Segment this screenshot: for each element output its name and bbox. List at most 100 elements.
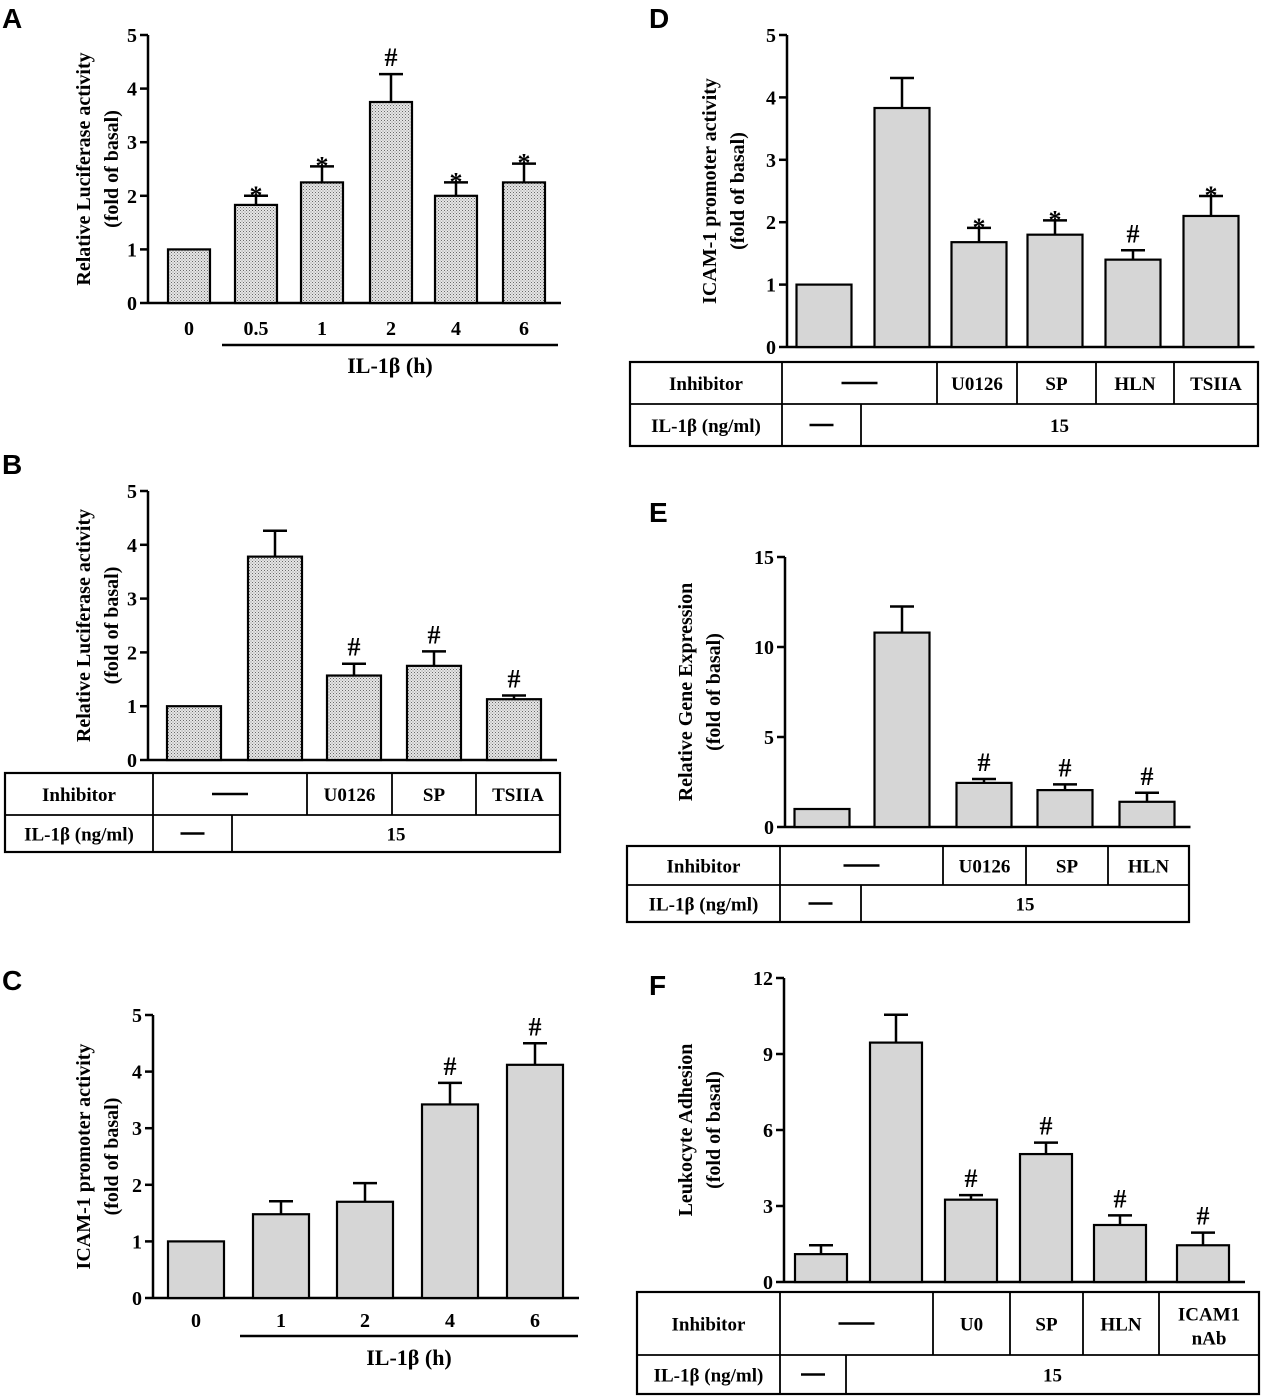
y-tick-label: 5	[766, 25, 776, 47]
panel-letter: D	[649, 3, 669, 34]
x-tick-label: 2	[360, 1310, 370, 1332]
significance-hash: #	[965, 1164, 978, 1193]
significance-hash: #	[1114, 1184, 1127, 1213]
bar	[793, 807, 851, 829]
table-cell-inhibitor: HLN	[1128, 857, 1169, 878]
bar	[943, 1198, 999, 1284]
significance-hash: #	[428, 620, 441, 649]
table-cell-inhibitor: U0126	[324, 785, 376, 806]
x-tick-label: 0	[184, 318, 194, 340]
panel-letter: F	[649, 970, 666, 1001]
y-tick-label: 15	[754, 547, 774, 569]
table-cell-inhibitor: SP	[1035, 1315, 1058, 1336]
y-tick-label: 3	[132, 1118, 142, 1140]
y-tick-label: 1	[127, 239, 137, 261]
y-tick-label: 4	[766, 87, 776, 109]
panel-c: C 0 1 2 3 4 5 ICAM-1 promoter activity (fold of …	[2, 965, 579, 1370]
y-tick-label: 3	[127, 589, 137, 611]
bar	[325, 674, 383, 762]
y-axis-label-unit: (fold of basal)	[703, 1071, 725, 1189]
y-axis-label: Relative Luciferase activity	[73, 509, 95, 742]
y-tick-label: 4	[127, 535, 137, 557]
y-tick-label: 3	[766, 150, 776, 172]
table-cell-inhibitor: SP	[1045, 374, 1068, 395]
table-cell-dose: 15	[1050, 416, 1069, 437]
significance-hash: #	[508, 664, 521, 693]
treatment-table: Inhibitor IL-1β (ng/ml) U0 SP HLN ICAM1 nAb 15	[635, 1290, 1261, 1396]
y-tick-label: 1	[132, 1231, 142, 1253]
bar	[501, 181, 547, 305]
y-axis-label-unit: (fold of basal)	[727, 132, 749, 250]
y-axis-label-unit: (fold of basal)	[101, 567, 123, 685]
treatment-table: Inhibitor IL-1β (ng/ml) U0126 SP TSIIA 15	[3, 771, 562, 854]
x-tick-label: 4	[451, 318, 461, 340]
x-tick-label: 1	[276, 1310, 286, 1332]
x-axis-title: IL-1β (h)	[347, 353, 433, 378]
panel-a: A 0 1 2 3 4 5 Relative Luciferase activity (fold…	[2, 3, 561, 378]
y-tick-label: 4	[127, 79, 137, 101]
y-axis-label: ICAM-1 promoter activity	[699, 78, 721, 304]
bar	[1104, 258, 1162, 349]
bar	[1018, 1152, 1074, 1284]
table-cell-dose: 15	[1043, 1366, 1062, 1387]
bar	[1182, 214, 1240, 349]
panel-d: D 0 1 2 3 4 5 ICAM-1 promoter activity (fold of …	[628, 3, 1260, 448]
bar	[868, 1041, 924, 1284]
table-cell-inhibitor: U0126	[951, 374, 1003, 395]
bar	[166, 1240, 226, 1300]
significance-hash: #	[444, 1052, 457, 1081]
significance-asterisk: *	[316, 151, 329, 180]
y-axis-label: Relative Luciferase activity	[73, 52, 95, 285]
panel-b: B 0 1 2 3 4 5 Relative Luciferase activity (fold…	[2, 449, 562, 854]
y-tick-label: 12	[753, 968, 773, 990]
table-row-label-inhibitor: Inhibitor	[669, 374, 743, 395]
bar	[1026, 233, 1084, 349]
table-cell-inhibitor: U0126	[959, 857, 1011, 878]
y-tick-label: 2	[127, 642, 137, 664]
y-tick-label: 10	[754, 637, 774, 659]
y-tick-label: 0	[132, 1288, 142, 1310]
y-tick-label: 0	[763, 1272, 773, 1294]
table-cell-inhibitor: nAb	[1192, 1329, 1227, 1350]
bar	[1036, 788, 1094, 829]
bar	[246, 555, 304, 762]
bar	[793, 1253, 849, 1284]
x-axis-title: IL-1β (h)	[366, 1345, 452, 1370]
y-tick-label: 9	[763, 1044, 773, 1066]
significance-hash: #	[1059, 753, 1072, 782]
significance-asterisk: *	[450, 167, 463, 196]
panel-e: E 0 5 10 15 Relative Gene Expression (fold of …	[625, 497, 1191, 924]
table-border	[625, 844, 1191, 924]
y-tick-label: 2	[127, 186, 137, 208]
bar	[1175, 1244, 1231, 1284]
table-cell-inhibitor: ICAM1	[1178, 1305, 1240, 1326]
bar	[368, 100, 414, 305]
x-tick-label: 0	[191, 1310, 201, 1332]
x-tick-label: 4	[445, 1310, 455, 1332]
bar	[165, 705, 223, 762]
panel-letter: E	[649, 497, 668, 528]
panel-f: F 0 3 6 9 12 Leukocyte Adhesion (fold of basal)…	[635, 968, 1261, 1396]
table-row-label-inhibitor: Inhibitor	[667, 857, 741, 878]
significance-hash: #	[978, 748, 991, 777]
table-cell-inhibitor: HLN	[1114, 374, 1155, 395]
bar	[299, 181, 345, 305]
table-cell-inhibitor: SP	[423, 785, 446, 806]
significance-hash: #	[348, 633, 361, 662]
y-tick-label: 2	[766, 212, 776, 234]
y-tick-label: 6	[763, 1120, 773, 1142]
y-tick-label: 5	[132, 1005, 142, 1027]
significance-asterisk: *	[1049, 205, 1062, 234]
significance-asterisk: *	[1205, 181, 1218, 210]
x-tick-label: 1	[317, 318, 327, 340]
bar	[795, 283, 853, 349]
bar	[335, 1200, 395, 1300]
x-tick-label: 2	[386, 318, 396, 340]
table-row-label-inhibitor: Inhibitor	[672, 1315, 746, 1336]
significance-hash: #	[1197, 1202, 1210, 1231]
significance-hash: #	[1141, 762, 1154, 791]
y-axis-label: Relative Gene Expression	[675, 583, 697, 802]
bar	[485, 698, 543, 762]
table-cell-inhibitor: TSIIA	[492, 785, 544, 806]
table-row-label-il1b: IL-1β (ng/ml)	[24, 825, 134, 846]
